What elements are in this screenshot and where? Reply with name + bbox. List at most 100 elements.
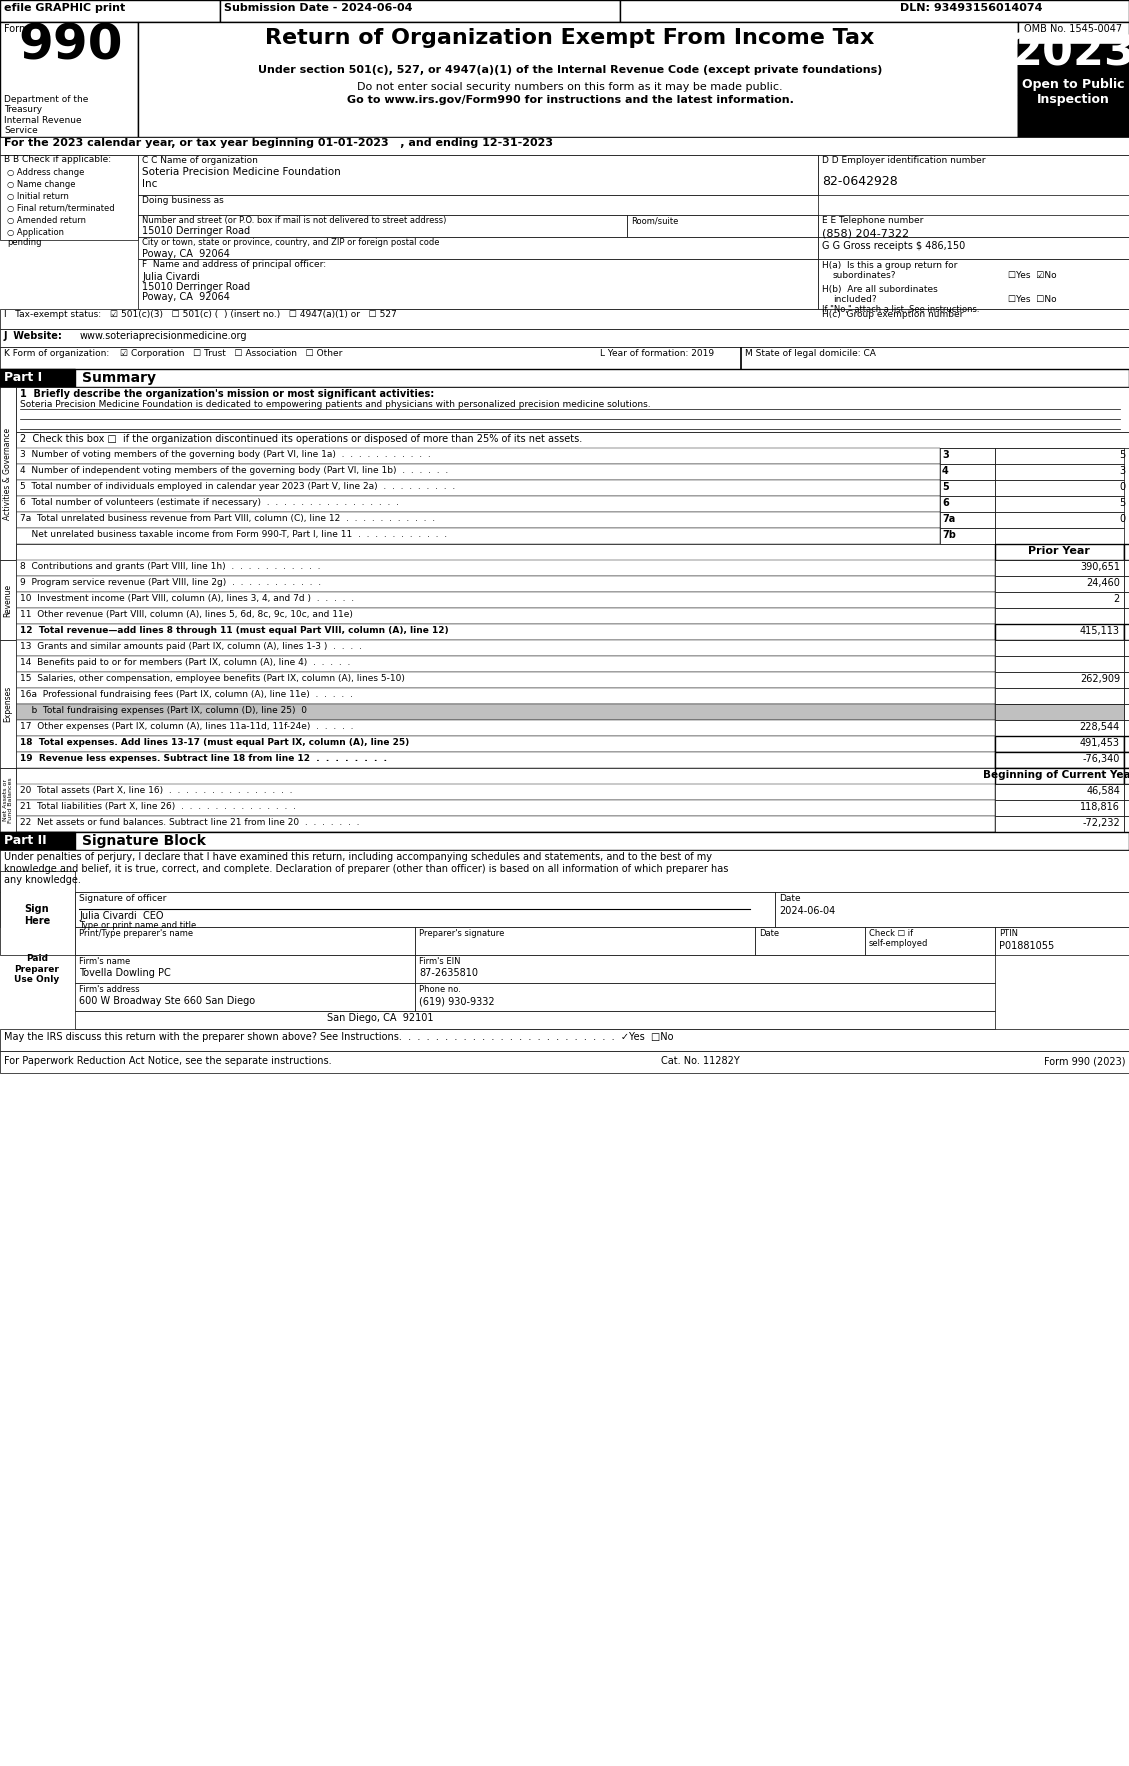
Text: 2023: 2023 <box>1012 32 1129 74</box>
Text: 3: 3 <box>1119 466 1124 477</box>
Text: 7a  Total unrelated business revenue from Part VIII, column (C), line 12  .  .  : 7a Total unrelated business revenue from… <box>20 514 435 523</box>
Bar <box>1018 21 1129 138</box>
Text: Under penalties of perjury, I declare that I have examined this return, includin: Under penalties of perjury, I declare th… <box>5 851 728 885</box>
Text: 24,460: 24,460 <box>1086 577 1120 588</box>
Text: Net unrelated business taxable income from Form 990-T, Part I, line 11  .  .  . : Net unrelated business taxable income fr… <box>20 530 447 539</box>
Text: 5: 5 <box>942 482 948 493</box>
Text: ○ Final return/terminated: ○ Final return/terminated <box>7 205 115 214</box>
Text: Poway, CA  92064: Poway, CA 92064 <box>142 249 230 260</box>
Text: 11  Other revenue (Part VIII, column (A), lines 5, 6d, 8c, 9c, 10c, and 11e): 11 Other revenue (Part VIII, column (A),… <box>20 609 353 620</box>
Text: ○ Amended return: ○ Amended return <box>7 215 86 224</box>
Bar <box>138 21 1018 138</box>
Bar <box>1124 639 1129 655</box>
Bar <box>16 768 995 784</box>
Bar <box>1124 608 1129 623</box>
Bar <box>995 608 1124 623</box>
Bar <box>0 832 75 849</box>
Bar <box>16 800 995 816</box>
Text: 6  Total number of volunteers (estimate if necessary)  .  .  .  .  .  .  .  .  .: 6 Total number of volunteers (estimate i… <box>20 498 399 507</box>
Text: May the IRS discuss this return with the preparer shown above? See Instructions.: May the IRS discuss this return with the… <box>5 1031 674 1042</box>
Bar <box>995 655 1124 673</box>
Bar <box>995 705 1124 721</box>
Text: b  Total fundraising expenses (Part IX, column (D), line 25)  0: b Total fundraising expenses (Part IX, c… <box>20 706 307 715</box>
Bar <box>995 480 1124 496</box>
Text: 3  Number of voting members of the governing body (Part VI, line 1a)  .  .  .  .: 3 Number of voting members of the govern… <box>20 450 431 459</box>
Text: Room/suite: Room/suite <box>631 215 679 224</box>
Text: ☑ 501(c)(3)   ☐ 501(c) (  ) (insert no.)   ☐ 4947(a)(1) or   ☐ 527: ☑ 501(c)(3) ☐ 501(c) ( ) (insert no.) ☐ … <box>110 311 396 320</box>
Text: 2024-06-04: 2024-06-04 <box>779 906 835 917</box>
Text: 6: 6 <box>942 498 948 509</box>
Text: 82-0642928: 82-0642928 <box>822 175 898 187</box>
Bar <box>1018 44 1129 95</box>
Text: -76,340: -76,340 <box>1083 754 1120 765</box>
Bar <box>995 784 1124 800</box>
Text: ○ Address change: ○ Address change <box>7 168 85 177</box>
Bar <box>16 705 995 721</box>
Text: www.soteriaprecisionmedicine.org: www.soteriaprecisionmedicine.org <box>80 330 247 341</box>
Text: Go to www.irs.gov/Form990 for instructions and the latest information.: Go to www.irs.gov/Form990 for instructio… <box>347 95 794 104</box>
Bar <box>627 215 819 237</box>
Text: 7a: 7a <box>942 514 955 525</box>
Bar <box>0 138 1129 155</box>
Text: 10  Investment income (Part VIII, column (A), lines 3, 4, and 7d )  .  .  .  .  : 10 Investment income (Part VIII, column … <box>20 593 355 602</box>
Bar <box>865 927 995 955</box>
Bar <box>995 623 1124 639</box>
Text: 15010 Derringer Road: 15010 Derringer Road <box>142 283 251 291</box>
Bar <box>0 155 138 240</box>
Text: Doing business as: Doing business as <box>142 196 224 205</box>
Text: 7b: 7b <box>942 530 956 540</box>
Bar <box>620 0 1129 21</box>
Text: OMB No. 1545-0047: OMB No. 1545-0047 <box>1024 25 1122 34</box>
Bar <box>75 955 415 984</box>
Text: Cat. No. 11282Y: Cat. No. 11282Y <box>660 1056 739 1067</box>
Text: 20  Total assets (Part X, line 16)  .  .  .  .  .  .  .  .  .  .  .  .  .  .  .: 20 Total assets (Part X, line 16) . . . … <box>20 786 292 795</box>
Text: Form 990 (2023): Form 990 (2023) <box>1043 1056 1124 1067</box>
Text: G G Gross receipts $ 486,150: G G Gross receipts $ 486,150 <box>822 240 965 251</box>
Bar <box>0 369 75 387</box>
Text: D D Employer identification number: D D Employer identification number <box>822 155 986 164</box>
Bar <box>16 528 940 544</box>
Text: M State of legal domicile: CA: M State of legal domicile: CA <box>745 350 876 358</box>
Bar <box>995 592 1124 608</box>
Text: Julia Civardi  CEO: Julia Civardi CEO <box>79 911 164 922</box>
Text: ☐Yes  ☑No: ☐Yes ☑No <box>1008 270 1057 281</box>
Text: Preparer's signature: Preparer's signature <box>419 929 505 938</box>
Bar <box>1124 784 1129 800</box>
Bar <box>1124 736 1129 752</box>
Bar <box>0 560 16 639</box>
Bar <box>995 449 1124 464</box>
Text: 17  Other expenses (Part IX, column (A), lines 11a-11d, 11f-24e)  .  .  .  .  .: 17 Other expenses (Part IX, column (A), … <box>20 722 353 731</box>
Bar <box>0 369 1129 387</box>
Text: ○ Initial return: ○ Initial return <box>7 192 69 201</box>
Text: 0: 0 <box>1119 482 1124 493</box>
Bar <box>819 237 1129 260</box>
Text: Firm's EIN: Firm's EIN <box>419 957 461 966</box>
Text: Firm's address: Firm's address <box>79 985 140 994</box>
Text: Part II: Part II <box>5 834 46 848</box>
Text: 14  Benefits paid to or for members (Part IX, column (A), line 4)  .  .  .  .  .: 14 Benefits paid to or for members (Part… <box>20 659 350 668</box>
Text: Number and street (or P.O. box if mail is not delivered to street address): Number and street (or P.O. box if mail i… <box>142 215 446 224</box>
Text: 13  Grants and similar amounts paid (Part IX, column (A), lines 1-3 )  .  .  .  : 13 Grants and similar amounts paid (Part… <box>20 643 362 652</box>
Bar <box>0 639 16 768</box>
Bar <box>0 346 1129 369</box>
Bar <box>0 1051 1129 1074</box>
Bar <box>1124 560 1129 576</box>
Text: included?: included? <box>833 295 876 304</box>
Bar <box>995 496 1124 512</box>
Bar <box>16 560 995 576</box>
Text: Part I: Part I <box>5 371 42 383</box>
Bar <box>0 21 138 138</box>
Text: City or town, state or province, country, and ZIP or foreign postal code: City or town, state or province, country… <box>142 238 439 247</box>
Bar <box>0 309 1129 328</box>
Text: Print/Type preparer's name: Print/Type preparer's name <box>79 929 193 938</box>
Bar <box>995 768 1124 784</box>
Text: Do not enter social security numbers on this form as it may be made public.: Do not enter social security numbers on … <box>357 81 782 92</box>
Text: 4: 4 <box>942 466 948 477</box>
Text: 46,584: 46,584 <box>1086 786 1120 796</box>
Text: C C Name of organization: C C Name of organization <box>142 155 257 164</box>
Bar <box>16 639 995 655</box>
Text: If "No," attach a list. See instructions.: If "No," attach a list. See instructions… <box>822 306 980 314</box>
Bar <box>940 480 995 496</box>
Bar <box>774 892 1129 927</box>
Text: efile GRAPHIC print: efile GRAPHIC print <box>5 4 125 12</box>
